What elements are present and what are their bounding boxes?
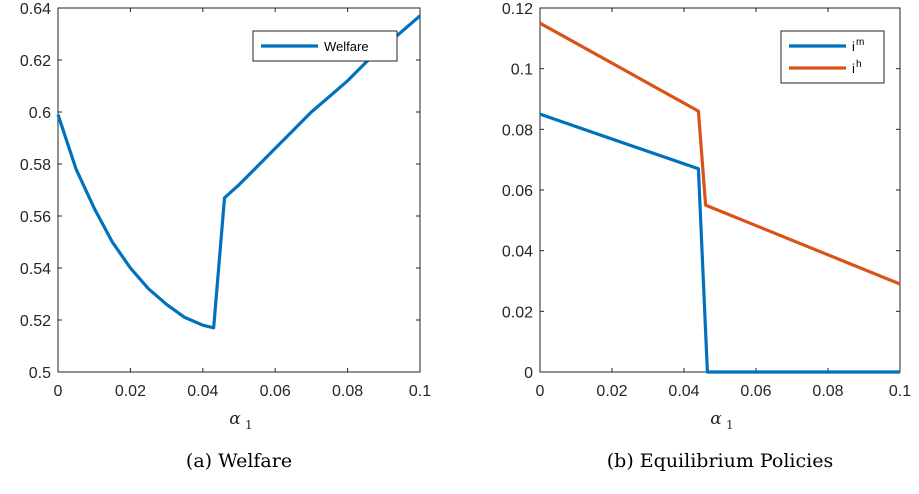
y-tick-label: 0.64 <box>20 1 51 18</box>
y-tick-label: 0 <box>524 365 533 382</box>
figure-caption: (a) Welfare <box>186 450 292 472</box>
x-tick-label: 0 <box>536 383 545 400</box>
legend-entry-superscript: m <box>856 37 864 48</box>
x-axis-label: α <box>229 409 241 429</box>
y-tick-label: 0.1 <box>511 62 533 79</box>
x-tick-label: 0.06 <box>740 383 771 400</box>
x-tick-label: 0.02 <box>115 383 146 400</box>
series-line-im <box>539 112 900 374</box>
x-axis-label-subscript: 1 <box>245 418 253 432</box>
y-tick-label: 0.5 <box>29 365 51 382</box>
x-tick-label: 0 <box>54 383 63 400</box>
legend-entry: Welfare <box>324 39 369 54</box>
y-tick-label: 0.56 <box>20 209 51 226</box>
y-tick-label: 0.06 <box>502 183 533 200</box>
y-tick-label: 0.08 <box>502 122 533 139</box>
x-tick-label: 0.04 <box>668 383 699 400</box>
legend-entry: i <box>852 39 855 54</box>
axes-box <box>57 7 421 373</box>
x-tick-label: 0.08 <box>332 383 363 400</box>
legend-entry-superscript: h <box>856 59 862 70</box>
x-axis-label: α <box>710 409 722 429</box>
y-tick-label: 0.6 <box>29 105 51 122</box>
chart-welfare: 0 0.02 0.04 0.06 0.08 0.1 0.5 0.52 0.54 0.56 0.58 0… <box>20 1 431 472</box>
x-tick-label: 0.06 <box>260 383 291 400</box>
chart-equilibrium-policies: 0 0.02 0.04 0.06 0.08 0.1 0 0.02 0.04 0.06 0.08 0.1… <box>502 1 911 472</box>
legend: i mi h <box>780 30 885 84</box>
series-line-ih <box>539 21 901 286</box>
y-tick-label: 0.58 <box>20 157 51 174</box>
y-tick-label: 0.02 <box>502 304 533 321</box>
x-tick-label: 0.04 <box>187 383 218 400</box>
x-axis-label-subscript: 1 <box>726 418 734 432</box>
legend-box <box>780 30 885 84</box>
series-line-welfare <box>56 14 422 330</box>
x-tick-label: 0.1 <box>889 383 911 400</box>
y-tick-label: 0.12 <box>502 1 533 18</box>
x-tick-label: 0.08 <box>812 383 843 400</box>
figure-caption: (b) Equilibrium Policies <box>607 450 833 472</box>
y-tick-label: 0.04 <box>502 244 533 261</box>
legend-entry: i <box>852 61 855 76</box>
legend: Welfare <box>252 30 398 62</box>
y-tick-label: 0.62 <box>20 53 51 70</box>
x-tick-label: 0.1 <box>409 383 431 400</box>
x-tick-label: 0.02 <box>596 383 627 400</box>
y-tick-label: 0.54 <box>20 261 51 278</box>
y-tick-label: 0.52 <box>20 313 51 330</box>
